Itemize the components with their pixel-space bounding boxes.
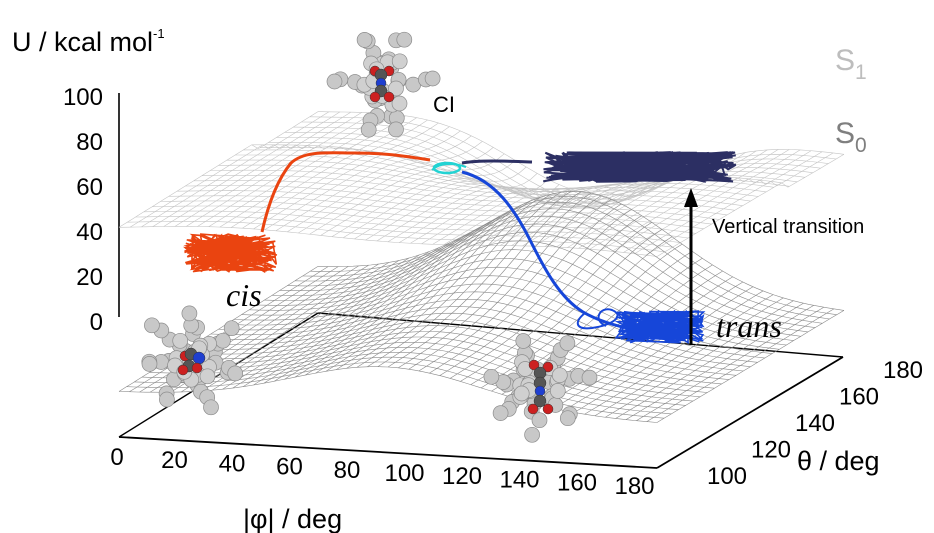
y-tick-label: 160: [839, 384, 879, 411]
z-tick-label: 0: [90, 309, 103, 336]
z-tick-labels: 100 80 60 40 20 0: [63, 84, 103, 336]
trajectory-cis-basin: [183, 233, 278, 274]
trans-label: trans: [716, 308, 782, 344]
y-tick-label: 180: [883, 357, 923, 384]
vertical-transition-arrow: [684, 188, 698, 345]
x-tick-label: 80: [334, 457, 361, 484]
z-tick-label: 80: [76, 129, 103, 156]
x-tick-label: 60: [276, 454, 303, 481]
x-tick-label: 40: [219, 450, 246, 477]
y-tick-label: 100: [707, 463, 747, 490]
y-tick-label: 140: [795, 410, 835, 437]
x-axis-label: |φ| / deg: [243, 504, 342, 533]
molecule-ci-image: [326, 31, 441, 138]
molecule-trans-image: [483, 333, 598, 443]
z-axis-label: U / kcal mol-1: [12, 26, 165, 57]
x-tick-label: 0: [110, 444, 123, 471]
x-tick-label: 180: [614, 473, 654, 500]
trajectories: [183, 151, 737, 345]
y-tick-label: 120: [751, 437, 791, 464]
x-tick-label: 140: [499, 466, 539, 493]
s1-label: S1: [835, 44, 867, 84]
trajectory-cis-to-ci: [260, 151, 431, 233]
x-tick-label: 20: [161, 447, 188, 474]
x-tick-label: 160: [557, 470, 597, 497]
axes-floor: [118, 312, 844, 469]
molecule-cis-image: [141, 305, 244, 416]
x-tick-label: 100: [384, 460, 424, 487]
z-tick-label: 20: [76, 264, 103, 291]
trajectory-trans-basin: [614, 309, 706, 345]
x-tick-label: 120: [442, 463, 482, 490]
s0-label: S0: [835, 117, 867, 157]
x-tick-labels: 0 20 40 60 80 100 120 140 160 180: [110, 444, 654, 500]
ci-label: CI: [433, 92, 455, 117]
trajectory-s1-trans-region: [542, 151, 737, 183]
z-tick-label: 100: [63, 84, 103, 111]
vertical-transition-label: Vertical transition: [712, 216, 864, 238]
cis-label: cis: [226, 277, 262, 313]
z-tick-label: 60: [76, 174, 103, 201]
z-tick-label: 40: [76, 219, 103, 246]
y-axis-label: θ / deg: [797, 446, 880, 476]
